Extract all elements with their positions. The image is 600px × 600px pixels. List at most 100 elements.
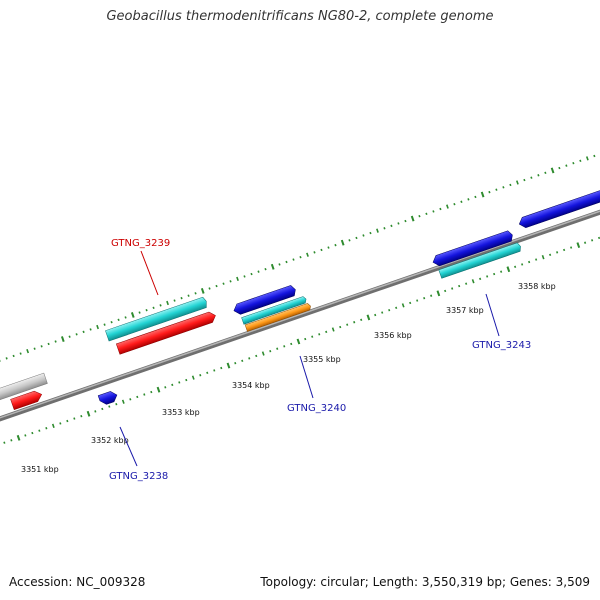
- outer-tick-mark: [509, 183, 512, 187]
- inner-tick-mark: [423, 296, 426, 300]
- leader-3239: [140, 250, 159, 296]
- inner-tick-mark: [318, 333, 321, 336]
- inner-tick-mark: [401, 303, 405, 308]
- outer-tick-mark: [222, 282, 225, 285]
- outer-tick-mark: [173, 299, 176, 302]
- outer-tick-mark: [404, 219, 407, 223]
- inner-tick-mark: [493, 272, 496, 276]
- inner-tick-track: [3, 236, 600, 444]
- inner-tick-mark: [479, 277, 482, 281]
- outer-tick-mark: [270, 263, 275, 270]
- inner-tick-mark: [374, 313, 377, 317]
- inner-tick-mark: [290, 342, 293, 346]
- inner-tick-mark: [191, 375, 195, 380]
- inner-tick-mark: [366, 314, 371, 321]
- inner-tick-mark: [563, 248, 566, 252]
- outer-tick-mark: [26, 348, 30, 354]
- outer-tick-mark: [285, 260, 288, 264]
- gene-gray-left: [0, 372, 48, 401]
- outer-tick-mark: [96, 324, 99, 330]
- outer-tick-mark: [89, 328, 92, 331]
- outer-tick-mark: [390, 224, 393, 228]
- outer-tick-mark: [152, 306, 155, 309]
- inner-tick-mark: [269, 349, 272, 353]
- outer-tick-mark: [306, 252, 309, 257]
- genome-backbone: [0, 111, 600, 442]
- inner-tick-mark: [541, 255, 545, 260]
- outer-tick-mark: [117, 318, 120, 322]
- outer-tick-mark: [33, 347, 36, 350]
- outer-tick-mark: [159, 304, 162, 307]
- inner-tick-mark: [416, 299, 419, 302]
- outer-tick-mark: [103, 323, 106, 326]
- outer-tick-mark: [0, 359, 1, 362]
- outer-tick-mark: [593, 154, 596, 158]
- tick-label-3356: 3356 kbp: [374, 331, 412, 340]
- outer-tick-mark: [453, 202, 456, 206]
- inner-tick-mark: [506, 266, 511, 273]
- outer-tick-mark: [75, 333, 78, 336]
- outer-tick-mark: [320, 248, 323, 252]
- gene-orange-3240: [244, 303, 311, 332]
- outer-tick-mark: [12, 354, 15, 358]
- inner-tick-mark: [430, 294, 433, 297]
- outer-tick-mark: [110, 321, 113, 324]
- outer-tick-mark: [243, 275, 246, 278]
- inner-tick-mark: [3, 441, 6, 444]
- outer-tick-mark: [138, 311, 141, 314]
- inner-tick-mark: [121, 399, 125, 404]
- gene-blue-3240: [233, 285, 296, 315]
- tick-label-3354: 3354 kbp: [232, 381, 270, 390]
- inner-tick-mark: [311, 335, 314, 338]
- outer-tick-mark: [40, 345, 43, 348]
- inner-tick-mark: [486, 275, 489, 278]
- gene-label-3239: GTNG_3239: [111, 238, 170, 249]
- genome-backbone-highlight: [0, 112, 600, 440]
- inner-tick-mark: [409, 301, 412, 305]
- inner-tick-mark: [576, 242, 581, 249]
- outer-tick-mark: [432, 210, 435, 213]
- inner-tick-mark: [381, 311, 384, 314]
- outer-tick-mark: [523, 178, 526, 182]
- tick-label-3358: 3358 kbp: [518, 282, 556, 291]
- gene-red-3239: [115, 311, 216, 355]
- inner-tick-mark: [471, 279, 475, 284]
- inner-tick-mark: [451, 287, 454, 290]
- outer-tick-mark: [544, 171, 547, 175]
- outer-tick-mark: [180, 296, 183, 300]
- outer-tick-mark: [467, 198, 470, 201]
- outer-tick-mark: [292, 258, 295, 261]
- outer-tick-mark: [502, 186, 505, 189]
- inner-tick-mark: [226, 362, 231, 369]
- outer-tick-mark: [60, 336, 65, 342]
- inner-tick-mark: [514, 265, 517, 269]
- outer-tick-mark: [397, 222, 400, 225]
- outer-tick-mark: [257, 270, 260, 273]
- inner-tick-mark: [164, 386, 167, 389]
- inner-tick-mark: [45, 427, 48, 430]
- leader-3240: [299, 355, 314, 399]
- tick-labels: 3351 kbp 3352 kbp 3353 kbp 3354 kbp 3355…: [21, 282, 556, 474]
- outer-tick-mark: [558, 166, 561, 170]
- tick-label-3352: 3352 kbp: [91, 436, 129, 445]
- inner-tick-mark: [591, 239, 594, 242]
- gene-label-3238: GTNG_3238: [109, 471, 168, 482]
- inner-tick-mark: [261, 351, 265, 356]
- inner-tick-mark: [556, 251, 559, 254]
- gene-blue-3244: [518, 185, 600, 228]
- outer-tick-mark: [362, 234, 365, 237]
- inner-tick-mark: [86, 410, 91, 417]
- outer-tick-mark: [460, 200, 463, 203]
- inner-tick-mark: [38, 429, 41, 432]
- inner-tick-mark: [325, 330, 328, 334]
- outer-tick-mark: [585, 156, 589, 161]
- outer-tick-mark: [369, 231, 372, 235]
- inner-tick-mark: [248, 357, 251, 360]
- outer-tick-mark: [130, 312, 135, 318]
- outer-tick-mark: [187, 294, 190, 297]
- inner-tick-mark: [156, 386, 161, 393]
- inner-tick-mark: [500, 270, 503, 273]
- inner-tick-mark: [143, 393, 146, 396]
- gene-blue-3238: [97, 391, 118, 405]
